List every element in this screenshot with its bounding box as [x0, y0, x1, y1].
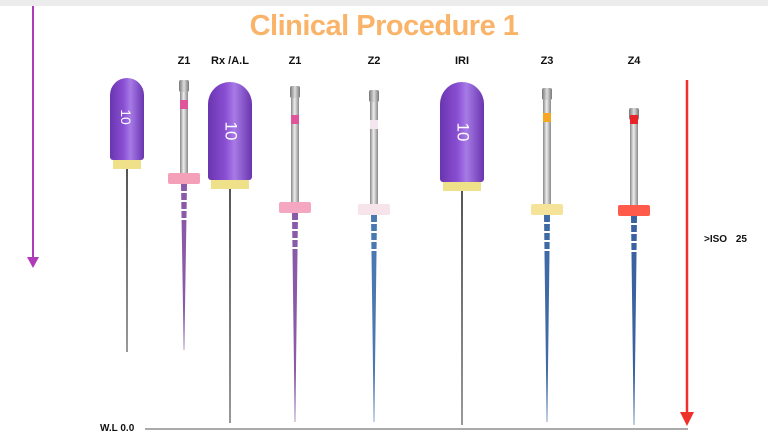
file-size-label: 10 [117, 109, 134, 125]
depth-mark [181, 209, 187, 211]
file-shaft [544, 215, 550, 422]
depth-mark [544, 222, 550, 224]
file-latch-head [542, 88, 552, 100]
file-latch-head [179, 80, 189, 92]
kfile-collar [211, 180, 249, 189]
instrument-label: Rx /A.L [211, 55, 249, 67]
file-size-label: 10 [453, 122, 473, 142]
rubber-stopper [279, 202, 311, 213]
kfile-collar [443, 182, 481, 191]
file-latch-head [629, 108, 639, 120]
depth-mark [181, 191, 187, 193]
iso-label: >ISO 25 [704, 234, 747, 245]
depth-mark [371, 249, 377, 251]
file-color-ring [543, 113, 551, 122]
file-color-ring [630, 115, 638, 124]
kfile-shaft [229, 189, 231, 423]
depth-mark [292, 247, 298, 249]
depth-mark [544, 249, 550, 251]
file-latch-head [369, 90, 379, 102]
rubber-stopper [531, 204, 563, 215]
file-color-ring [291, 115, 299, 124]
file-shank [180, 92, 188, 173]
file-shaft [181, 184, 187, 350]
depth-mark [631, 223, 637, 225]
depth-mark [371, 240, 377, 242]
file-shank [291, 98, 299, 202]
depth-mark [371, 231, 377, 233]
file-shaft [631, 216, 637, 425]
right-arrow-head [680, 412, 694, 426]
depth-mark [181, 218, 187, 220]
depth-mark [544, 231, 550, 233]
kfile-handle [440, 82, 484, 182]
depth-mark [631, 232, 637, 234]
depth-mark [544, 240, 550, 242]
instrument-label: Z4 [627, 55, 641, 67]
file-size-label: 10 [221, 121, 241, 141]
rubber-stopper [618, 205, 650, 216]
file-shaft [371, 215, 377, 422]
rubber-stopper [358, 204, 390, 215]
depth-mark [631, 250, 637, 252]
rubber-stopper [168, 173, 200, 184]
file-latch-head [290, 86, 300, 98]
file-shank [630, 120, 638, 205]
depth-mark [292, 220, 298, 222]
depth-mark [371, 222, 377, 224]
file-shaft [292, 213, 298, 422]
instrument-label: Z1 [177, 55, 191, 67]
depth-mark [181, 200, 187, 202]
file-color-ring [370, 120, 378, 129]
kfile-handle [208, 82, 252, 180]
slide-title: Clinical Procedure 1 [249, 10, 519, 42]
depth-mark [631, 241, 637, 243]
kfile-shaft [126, 169, 128, 352]
kfile-shaft [461, 191, 463, 425]
depth-mark [292, 229, 298, 231]
depth-mark [292, 238, 298, 240]
kfile-handle [110, 78, 144, 160]
working-length-label: W.L 0.0 [100, 423, 135, 434]
file-shank [370, 102, 378, 204]
file-shank [543, 100, 551, 204]
file-color-ring [180, 100, 188, 109]
left-arrow-head [27, 257, 39, 268]
instrument-label: Z3 [540, 55, 554, 67]
instrument-label: IRI [454, 55, 470, 67]
top-bar [0, 0, 768, 6]
instrument-label: Z1 [288, 55, 302, 67]
instrument-label: Z2 [367, 55, 381, 67]
kfile-collar [113, 160, 141, 169]
